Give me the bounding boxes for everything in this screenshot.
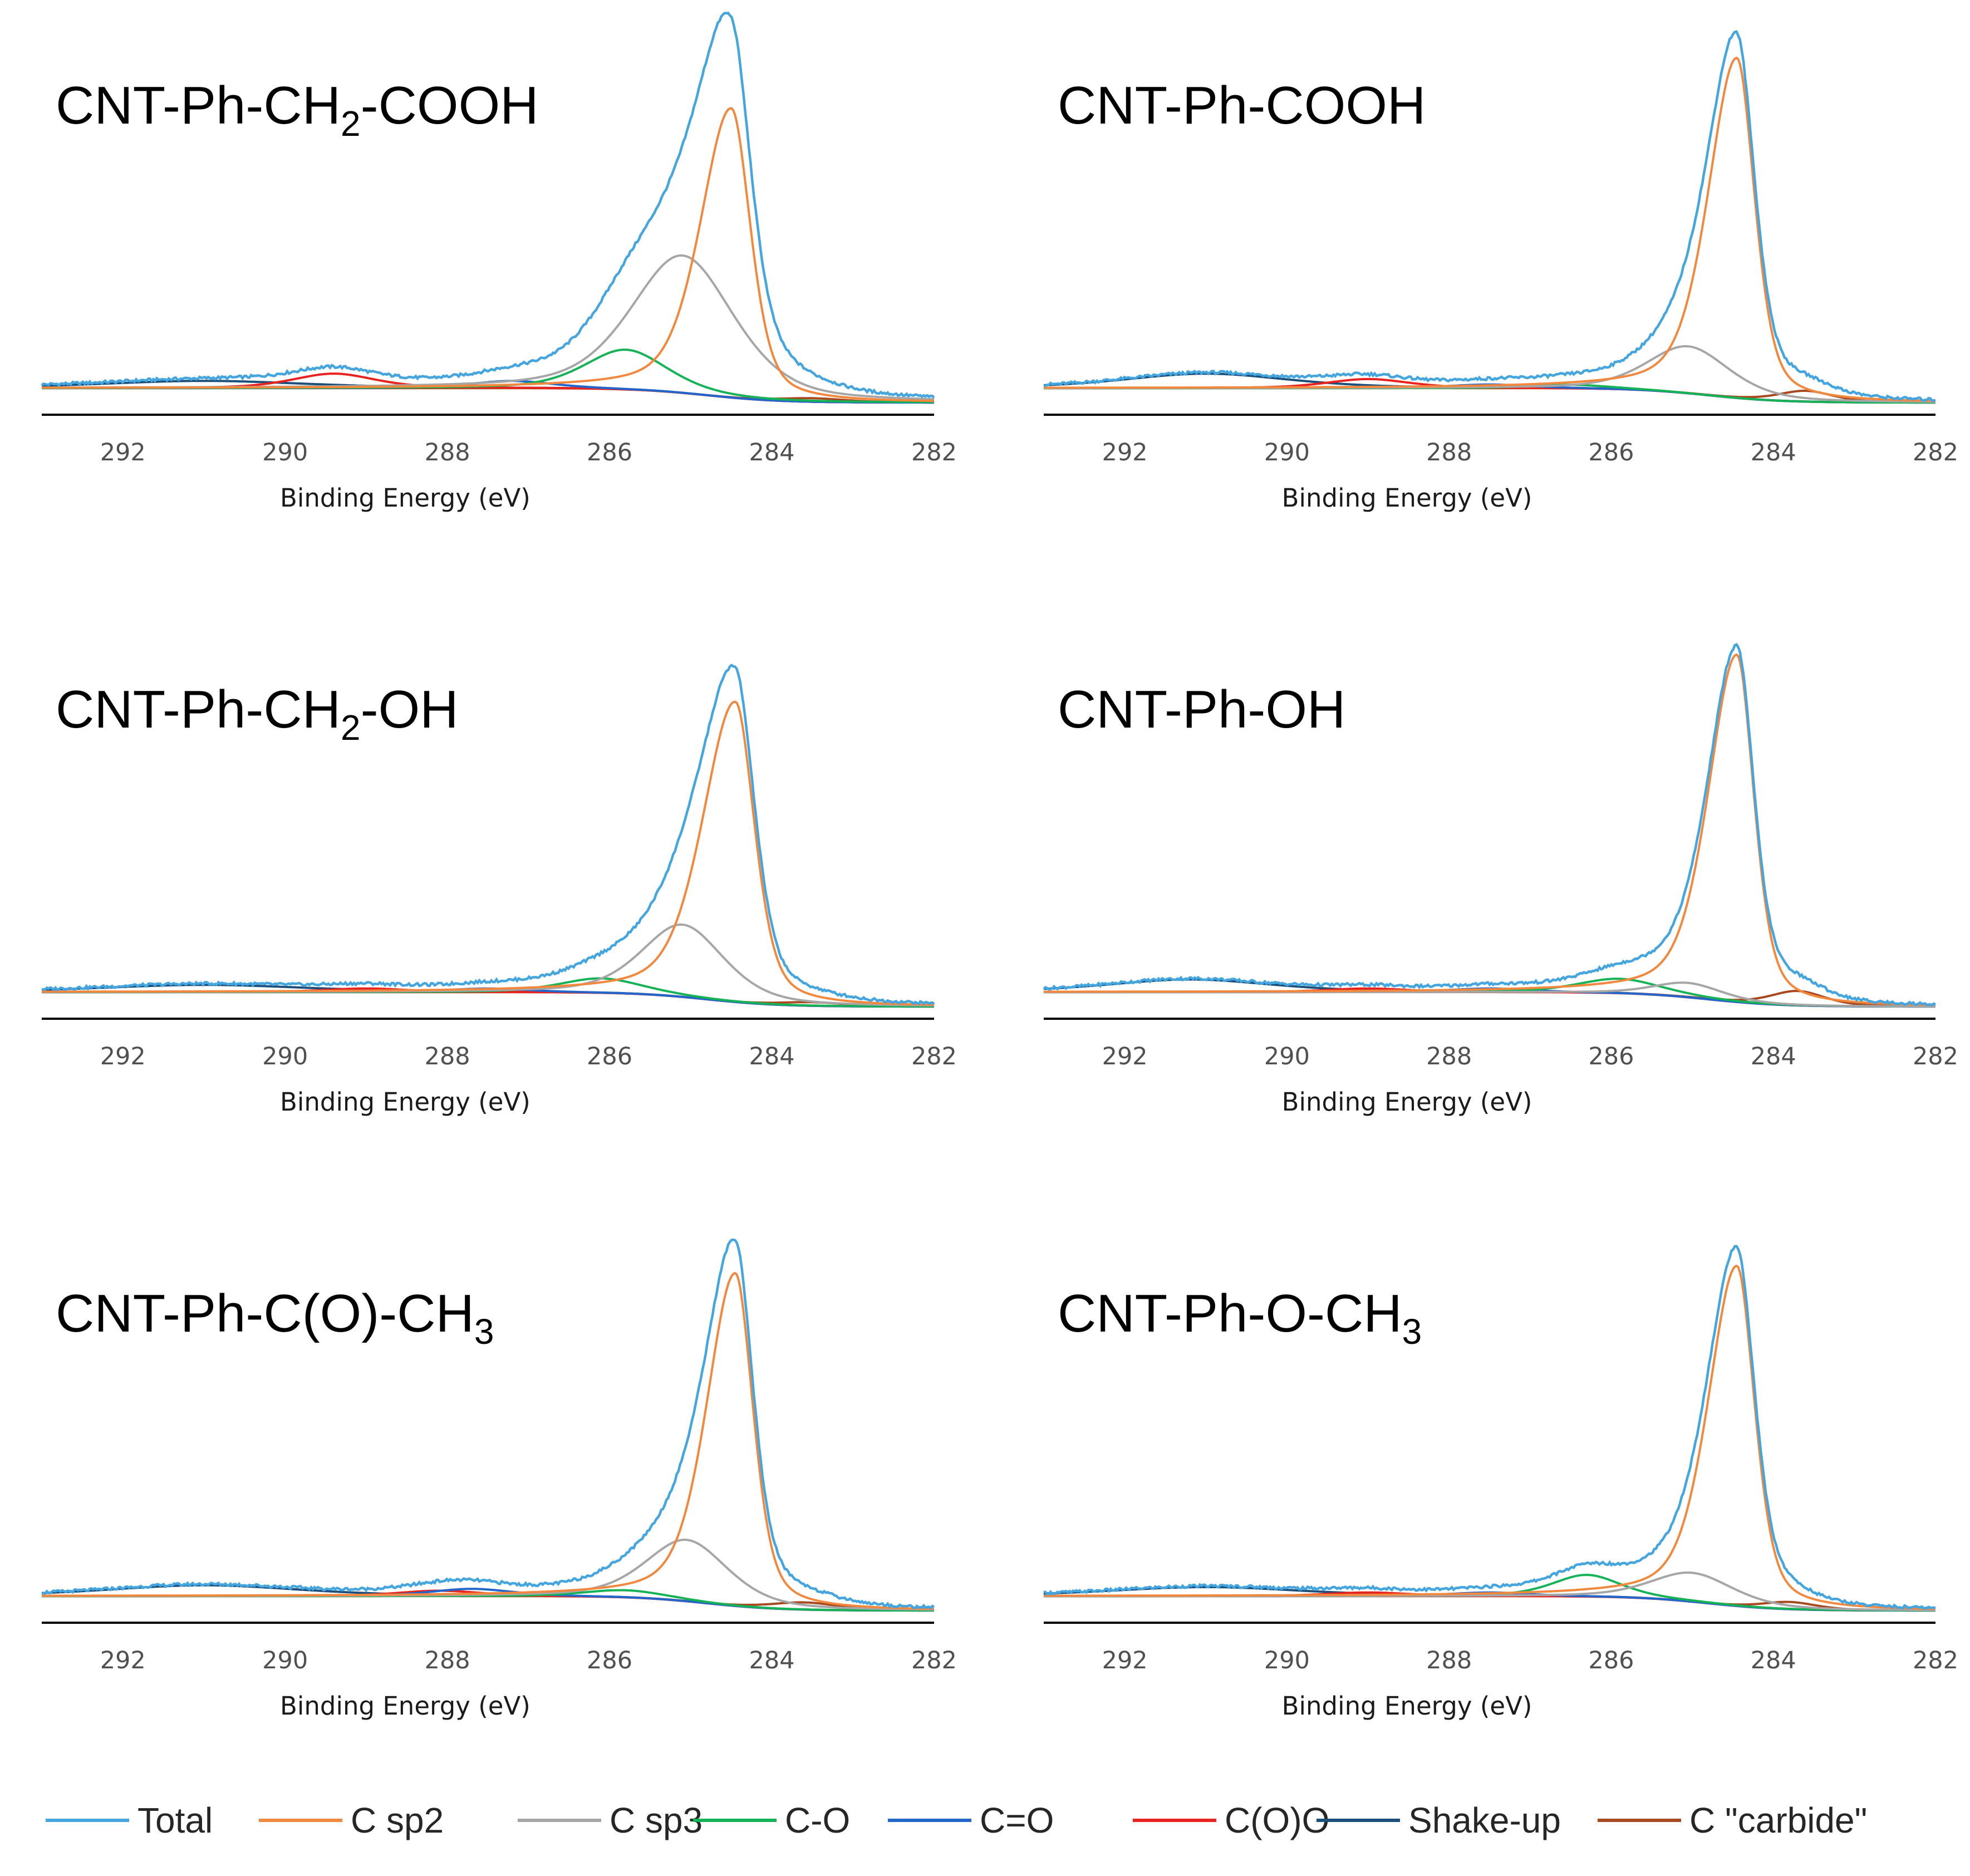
x-tick-label: 282 [1913, 439, 1958, 466]
panel-title: CNT-Ph-O-CH3 [1058, 1284, 1422, 1352]
panel-title: CNT-Ph-CH2-COOH [56, 76, 539, 144]
x-tick-label: 284 [749, 1647, 795, 1674]
series-sp2-oh-ch2 [42, 700, 934, 1006]
x-tick-label: 292 [100, 1043, 146, 1070]
panel-oh: 292 290 288 286 284 282 Binding Energy (eV) CNT… [1043, 642, 1958, 1117]
x-axis-title: Binding Energy (eV) [280, 1691, 530, 1721]
x-tick-label: 290 [262, 1043, 308, 1070]
x-tick-label: 290 [262, 1647, 308, 1674]
x-tick-label: 284 [1751, 1647, 1796, 1674]
legend-item-sp3: C sp3 [518, 1800, 702, 1840]
x-tick-label: 284 [1751, 1043, 1796, 1070]
x-tick-label: 288 [1426, 1647, 1472, 1674]
x-tick-label: 286 [587, 439, 632, 466]
series-sp2-cooh [1044, 56, 1936, 402]
legend-label-sp2: C sp2 [351, 1800, 444, 1840]
x-tick-label: 290 [1264, 1647, 1310, 1674]
series-sp2-oh [1044, 653, 1936, 1006]
x-axis-title: Binding Energy (eV) [280, 1087, 530, 1117]
panel-och3: 292 290 288 286 284 282 Binding Energy (eV) CNT… [1043, 1245, 1958, 1721]
x-axis-title: Binding Energy (eV) [280, 483, 530, 513]
x-tick-label: 288 [1426, 1043, 1472, 1070]
x-tick-label: 290 [262, 439, 308, 466]
x-tick-label: 292 [100, 439, 146, 466]
legend-label-total: Total [137, 1800, 213, 1840]
legend-item-carb: C "carbide" [1598, 1800, 1867, 1840]
legend-item-cdo: C=O [888, 1800, 1054, 1840]
series-co-cooh-ch2 [42, 348, 934, 404]
series-sp3-coch3 [42, 1539, 934, 1611]
x-tick-label: 288 [425, 1647, 470, 1674]
panel-title: CNT-Ph-C(O)-CH3 [56, 1284, 494, 1352]
x-tick-label: 292 [1102, 1647, 1148, 1674]
x-tick-label: 284 [749, 1043, 795, 1070]
series-carb-cooh [1044, 387, 1935, 404]
x-tick-label: 288 [1426, 439, 1472, 466]
legend-item-shake: Shake-up [1316, 1800, 1561, 1840]
x-axis-title: Binding Energy (eV) [1282, 1691, 1532, 1721]
series-total-cooh-ch2 [41, 11, 935, 399]
x-tick-label: 292 [100, 1647, 146, 1674]
x-tick-label: 282 [911, 439, 957, 466]
series-sp2-cooh-ch2 [42, 107, 934, 402]
series-total-coch3 [41, 1238, 935, 1610]
x-tick-label: 284 [1751, 439, 1796, 466]
x-tick-label: 282 [911, 1043, 957, 1070]
x-tick-label: 288 [425, 1043, 470, 1070]
legend-label-coo: C(O)O [1225, 1800, 1329, 1840]
panel-cooh-ch2: 292 290 288 286 284 282 Binding Energy (eV) CNT… [41, 11, 957, 513]
x-tick-label: 292 [1102, 439, 1148, 466]
x-tick-label: 282 [911, 1647, 957, 1674]
series-sp2-coch3 [41, 1271, 935, 1610]
panel-cooh: 292 290 288 286 284 282 Binding Energy (eV) CNT… [1043, 30, 1958, 513]
panel-title: CNT-Ph-CH2-OH [56, 680, 459, 748]
legend-label-shake: Shake-up [1408, 1800, 1561, 1840]
legend: Total C sp2 C sp3 C-O C=O C(O)O Shake-up C "car… [46, 1800, 1867, 1840]
panels: 292 290 288 286 284 282 Binding Energy (eV) CNT… [41, 11, 1958, 1721]
legend-label-sp3: C sp3 [610, 1800, 702, 1840]
legend-item-sp2: C sp2 [259, 1800, 444, 1840]
panel-oh-ch2: 292 290 288 286 284 282 Binding Energy (eV) CNT… [41, 664, 957, 1117]
x-axis-title: Binding Energy (eV) [1282, 483, 1532, 513]
x-tick-label: 282 [1913, 1043, 1958, 1070]
series-total-oh [1043, 642, 1936, 1007]
series-cdo-coch3 [42, 1588, 934, 1612]
panel-title: CNT-Ph-COOH [1058, 76, 1426, 135]
x-tick-label: 292 [1102, 1043, 1148, 1070]
series-total-oh-ch2 [41, 664, 935, 1006]
series-total-cooh [1043, 30, 1936, 402]
x-tick-label: 290 [1264, 1043, 1310, 1070]
x-axis-title: Binding Energy (eV) [1282, 1087, 1532, 1117]
series-sp2-och3 [1044, 1264, 1936, 1610]
x-tick-label: 282 [1913, 1647, 1958, 1674]
legend-label-co: C-O [785, 1800, 850, 1840]
x-tick-label: 286 [1588, 1647, 1634, 1674]
x-tick-label: 286 [1588, 439, 1634, 466]
x-tick-label: 288 [425, 439, 470, 466]
x-tick-label: 286 [587, 1043, 632, 1070]
legend-label-cdo: C=O [980, 1800, 1054, 1840]
x-tick-label: 286 [587, 1647, 632, 1674]
legend-item-total: Total [46, 1800, 213, 1840]
series-sp3-och3 [1044, 1571, 1935, 1612]
panel-title: CNT-Ph-OH [1058, 680, 1345, 739]
panel-coch3: 292 290 288 286 284 282 Binding Energy (eV) CNT… [41, 1238, 957, 1721]
legend-label-carb: C "carbide" [1689, 1800, 1867, 1840]
series-sp3-oh-ch2 [42, 923, 934, 1006]
series-total-och3 [1043, 1245, 1936, 1610]
x-tick-label: 284 [749, 439, 795, 466]
series-carb-coch3 [42, 1595, 934, 1612]
legend-item-coo: C(O)O [1133, 1800, 1329, 1840]
x-tick-label: 286 [1588, 1043, 1634, 1070]
x-tick-label: 290 [1264, 439, 1310, 466]
legend-item-co: C-O [693, 1800, 850, 1840]
